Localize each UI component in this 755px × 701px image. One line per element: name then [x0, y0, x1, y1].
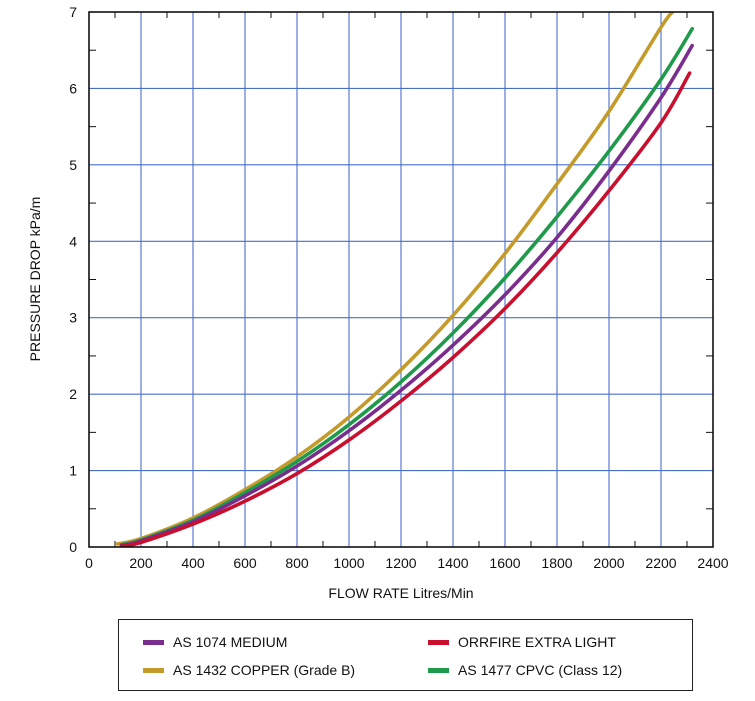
legend-label-as1074: AS 1074 MEDIUM — [173, 634, 288, 650]
pressure-drop-chart: 0 200 400 600 800 1000 1200 1400 1600 1800 2000 220… — [27, 4, 729, 601]
x-tick-label: 2200 — [645, 555, 676, 571]
legend-label-as1477: AS 1477 CPVC (Class 12) — [458, 662, 623, 678]
y-tick-labels: 0 1 2 3 4 5 6 7 — [69, 4, 77, 555]
series-line-2 — [115, 12, 676, 546]
y-tick-label: 2 — [69, 386, 77, 402]
x-tick-label: 0 — [85, 555, 93, 571]
y-tick-label: 6 — [69, 80, 77, 96]
x-tick-label: 2000 — [593, 555, 624, 571]
x-tick-label: 1600 — [489, 555, 520, 571]
plot-frame — [88, 11, 714, 548]
series-lines — [115, 12, 694, 547]
x-tick-label: 800 — [285, 555, 309, 571]
x-axis-title: FLOW RATE Litres/Min — [328, 585, 473, 601]
y-tick-label: 1 — [69, 463, 77, 479]
y-axis-title: PRESSURE DROP kPa/m — [27, 197, 43, 362]
legend-label-as1432: AS 1432 COPPER (Grade B) — [173, 662, 356, 678]
series-line-1 — [119, 71, 692, 547]
x-tick-label: 1800 — [541, 555, 572, 571]
series-line-0 — [119, 43, 694, 547]
x-tick-label: 400 — [181, 555, 205, 571]
x-tick-label: 1000 — [333, 555, 364, 571]
grid-lines — [89, 12, 713, 547]
x-tick-labels: 0 200 400 600 800 1000 1200 1400 1600 1800 2000 220… — [85, 555, 729, 571]
y-tick-label: 4 — [69, 233, 77, 249]
legend-item-as1074: AS 1074 MEDIUM — [143, 630, 287, 654]
minor-ticks — [89, 12, 713, 547]
legend-item-as1432: AS 1432 COPPER (Grade B) — [143, 658, 355, 682]
legend: AS 1074 MEDIUM ORRFIRE EXTRA LIGHT AS 14… — [118, 619, 693, 691]
x-tick-label: 2400 — [697, 555, 728, 571]
y-tick-label: 0 — [69, 539, 77, 555]
legend-swatch-as1074 — [143, 639, 164, 645]
x-tick-label: 200 — [129, 555, 153, 571]
x-tick-label: 600 — [233, 555, 257, 571]
x-tick-label: 1400 — [437, 555, 468, 571]
legend-item-orrfire: ORRFIRE EXTRA LIGHT — [428, 630, 616, 654]
y-tick-label: 5 — [69, 157, 77, 173]
legend-label-orrfire: ORRFIRE EXTRA LIGHT — [458, 634, 616, 650]
legend-swatch-orrfire — [428, 639, 449, 645]
y-tick-label: 3 — [69, 310, 77, 326]
y-tick-label: 7 — [69, 4, 77, 20]
legend-swatch-as1477 — [428, 667, 449, 673]
x-tick-label: 1200 — [385, 555, 416, 571]
legend-swatch-as1432 — [143, 667, 164, 673]
legend-item-as1477: AS 1477 CPVC (Class 12) — [428, 658, 622, 682]
